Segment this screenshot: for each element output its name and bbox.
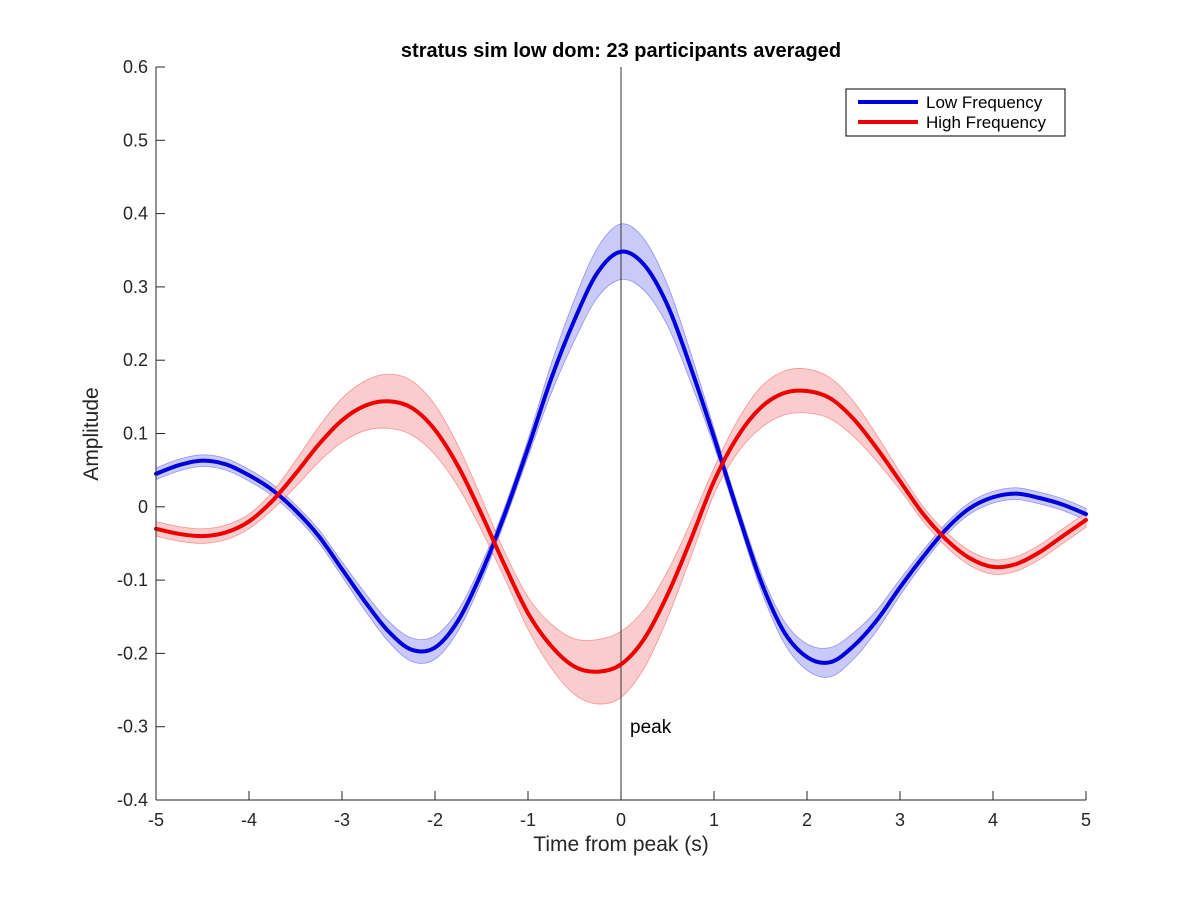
- x-tick-label: 2: [802, 810, 812, 830]
- x-tick-label: -2: [427, 810, 443, 830]
- y-tick-label: -0.1: [117, 570, 148, 590]
- y-tick-label: 0.3: [123, 277, 148, 297]
- series-line-high-frequency: [154, 388, 1088, 674]
- y-tick-label: 0.6: [123, 57, 148, 77]
- series-line-low-frequency: [154, 249, 1088, 665]
- x-tick-label: 4: [988, 810, 998, 830]
- x-tick-label: 0: [616, 810, 626, 830]
- legend-label-low-frequency: Low Frequency: [926, 93, 1043, 112]
- y-tick-label: 0.4: [123, 204, 148, 224]
- x-axis-label: Time from peak (s): [533, 833, 708, 856]
- y-tick-label: 0: [138, 497, 148, 517]
- y-tick-label: -0.3: [117, 717, 148, 737]
- y-axis-label: Amplitude: [80, 387, 103, 480]
- legend: Low Frequency High Frequency: [845, 88, 1066, 137]
- legend-label-high-frequency: High Frequency: [926, 113, 1047, 132]
- legend-box: [845, 88, 1066, 137]
- y-tick-label: -0.2: [117, 643, 148, 663]
- peak-annotation: peak: [630, 717, 672, 738]
- chart-title: stratus sim low dom: 23 participants ave…: [401, 40, 841, 62]
- tick-layer: -5 -4 -3 -2 -1 0 1 2 3 4 5 -0.4 -0.3 -0.2 -0.1 0 0.1 0.2 0…: [117, 57, 1091, 830]
- y-tick-label: 0.1: [123, 424, 148, 444]
- y-tick-label: -0.4: [117, 790, 148, 810]
- y-tick-label: 0.2: [123, 350, 148, 370]
- series-lines: [154, 249, 1088, 674]
- x-tick-label: -5: [148, 810, 164, 830]
- x-tick-label: -4: [241, 810, 257, 830]
- y-tick-label: 0.5: [123, 130, 148, 150]
- x-tick-label: -3: [334, 810, 350, 830]
- x-tick-label: 1: [709, 810, 719, 830]
- x-tick-label: -1: [520, 810, 536, 830]
- x-tick-label: 3: [895, 810, 905, 830]
- x-tick-label: 5: [1081, 810, 1091, 830]
